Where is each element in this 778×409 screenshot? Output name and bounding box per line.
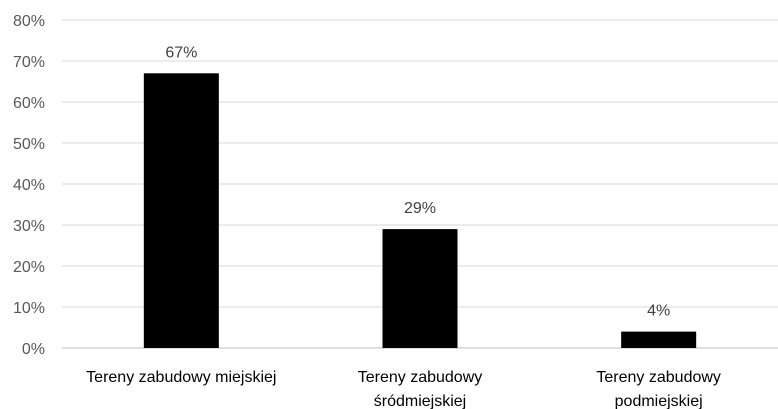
y-tick-label: 50% (13, 136, 45, 153)
data-label: 67% (165, 44, 197, 61)
y-tick-label: 40% (13, 177, 45, 194)
y-tick-label: 80% (13, 13, 45, 30)
x-tick-label: Tereny zabudowy (358, 369, 483, 386)
x-tick-label: śródmiejskiej (374, 393, 466, 409)
y-tick-label: 10% (13, 300, 45, 317)
y-tick-label: 60% (13, 95, 45, 112)
bar (143, 73, 219, 349)
data-label: 29% (404, 200, 436, 217)
data-label: 4% (647, 303, 670, 320)
y-tick-label: 70% (13, 54, 45, 71)
bar (621, 331, 697, 348)
x-tick-label: Tereny zabudowy (596, 369, 721, 386)
y-tick-label: 0% (22, 341, 45, 358)
x-tick-label: Tereny zabudowy miejskiej (86, 369, 276, 386)
y-tick-label: 30% (13, 218, 45, 235)
bar (382, 229, 458, 348)
x-tick-label: podmiejskiej (615, 393, 703, 409)
y-tick-label: 20% (13, 259, 45, 276)
